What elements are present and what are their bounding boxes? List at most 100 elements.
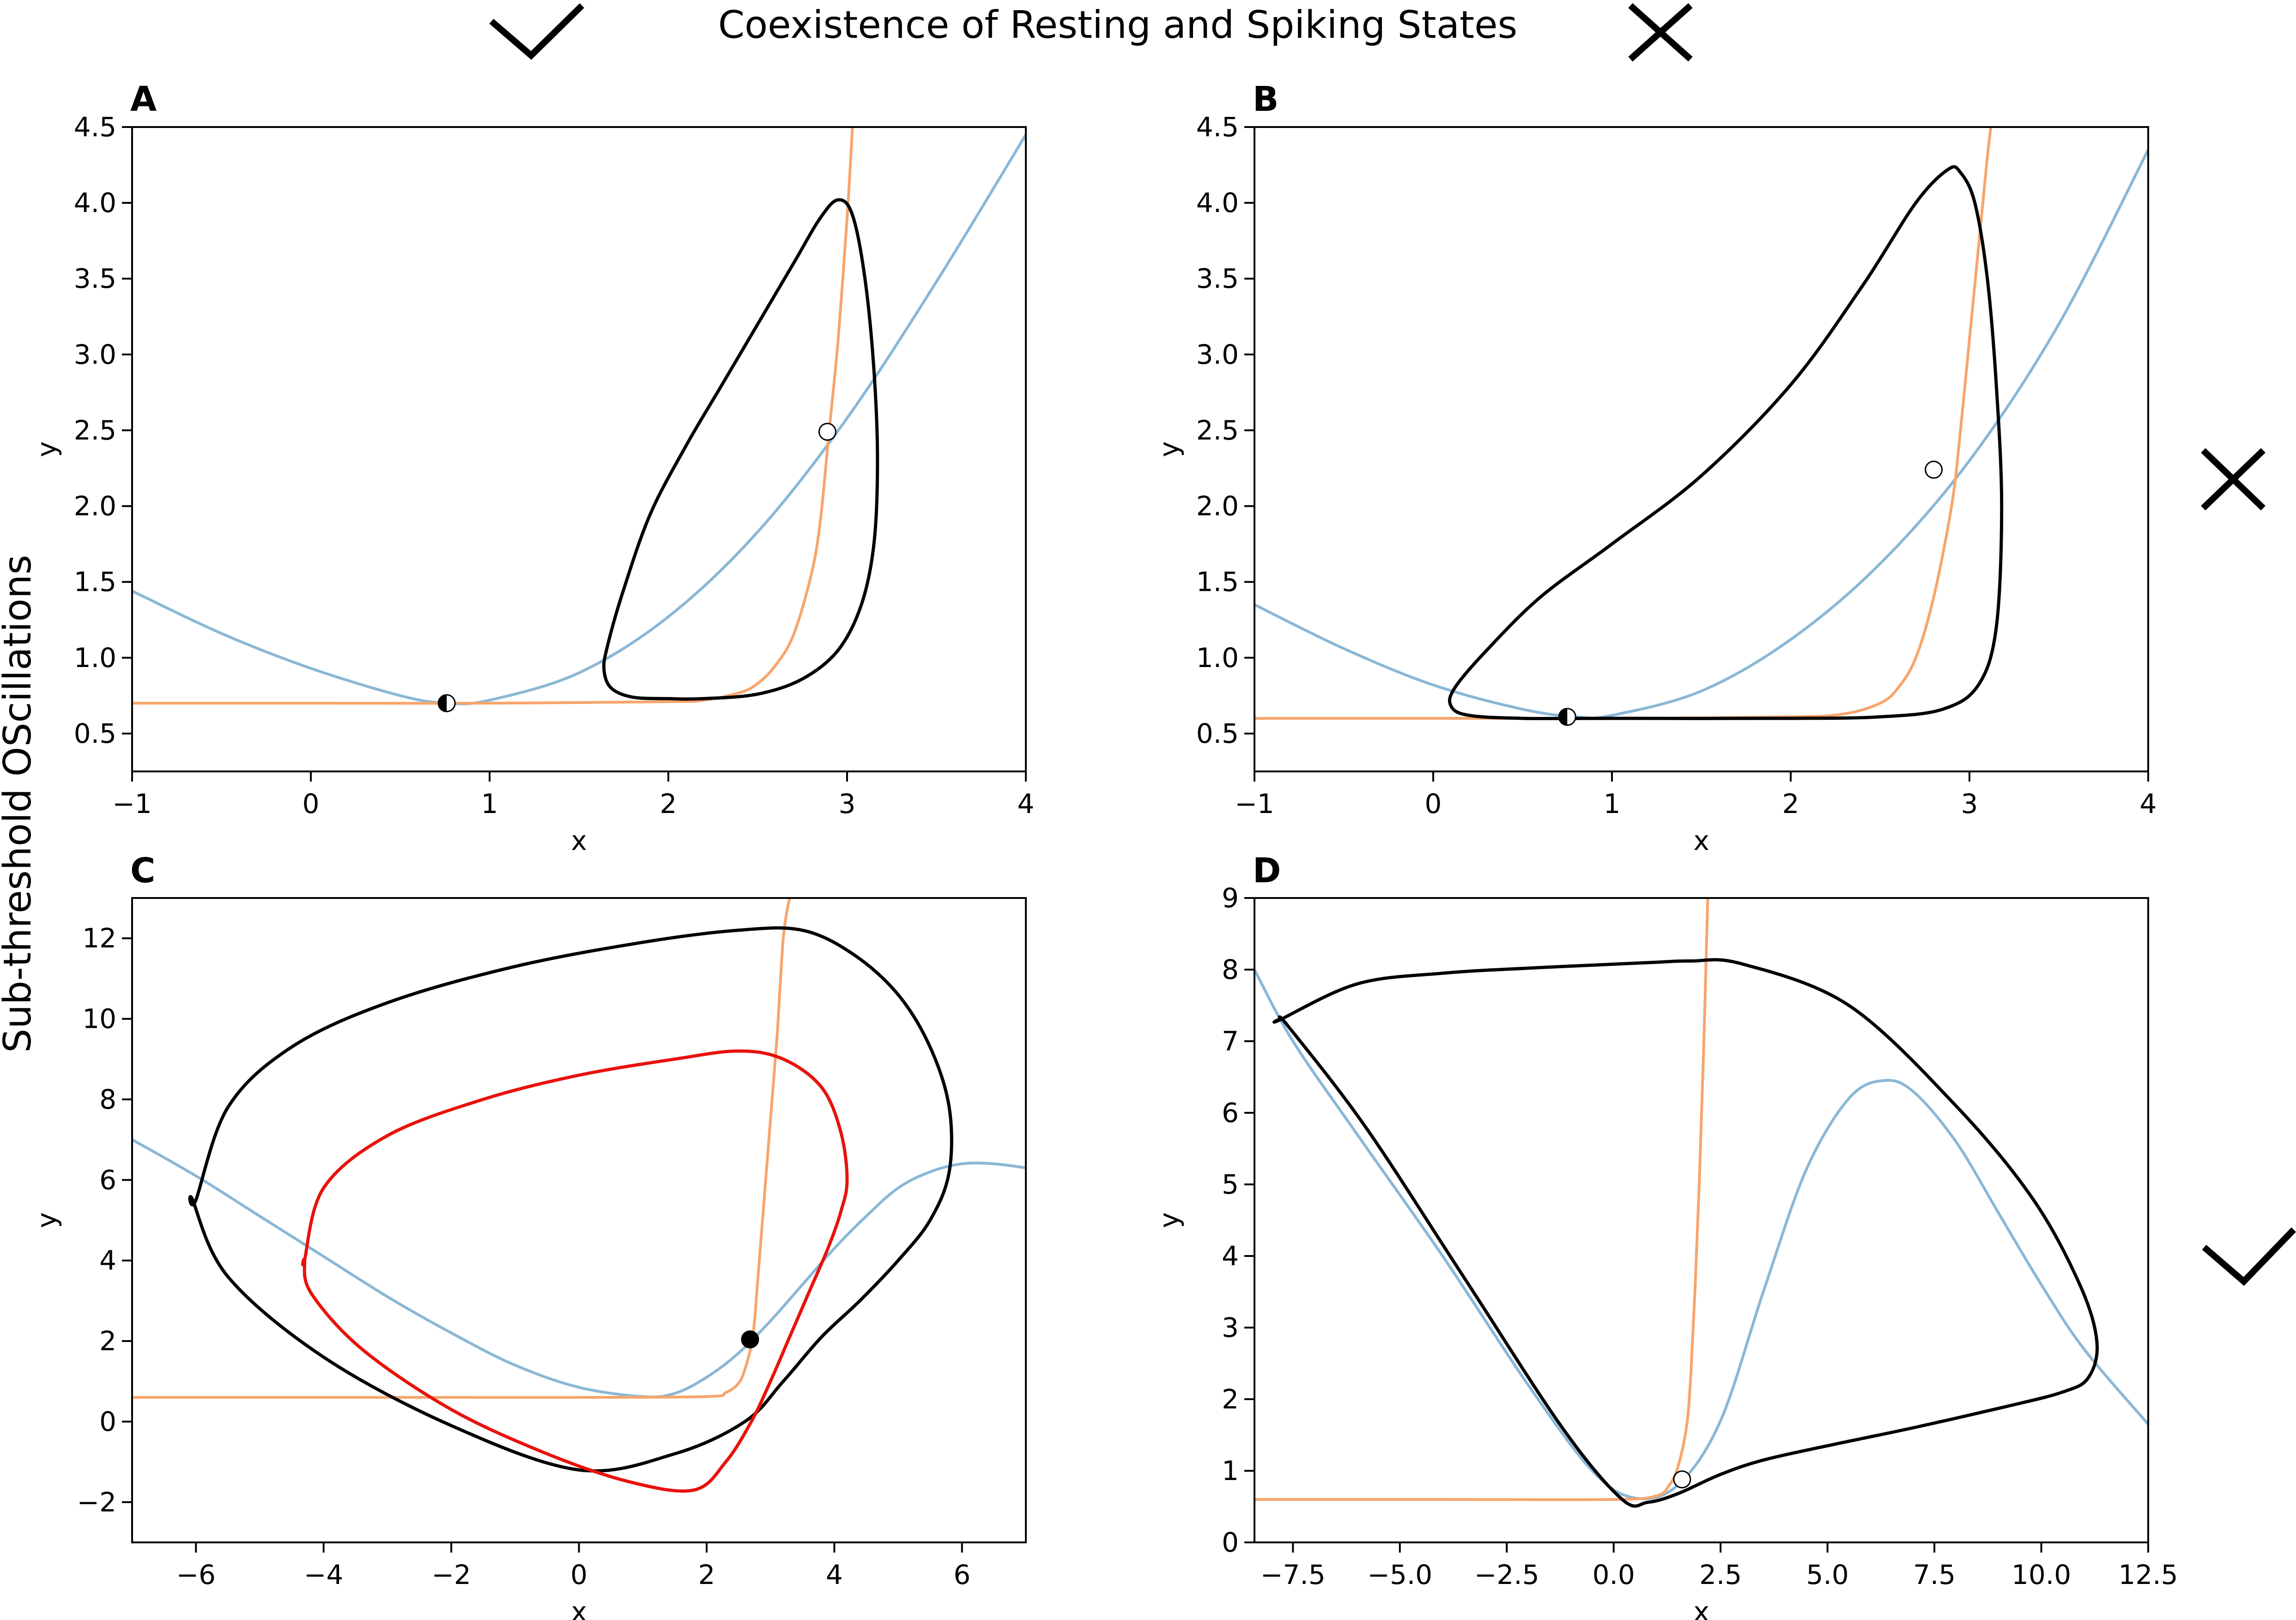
x-tick-label: 0 bbox=[303, 788, 320, 819]
equilibrium-point-B-1 bbox=[1925, 461, 1943, 479]
series-y-nullcline-A bbox=[132, 127, 854, 705]
x-tick-label: 4 bbox=[1018, 788, 1035, 819]
x-axis-label: x bbox=[571, 825, 587, 856]
y-tick-label: 4.5 bbox=[1196, 111, 1239, 143]
equilibrium-point-A-1 bbox=[818, 423, 836, 441]
y-tick-label: 3.0 bbox=[1196, 339, 1239, 370]
y-tick-label: −2 bbox=[77, 1487, 117, 1518]
y-tick-label: 7 bbox=[1222, 1025, 1239, 1057]
y-tick-label: 6 bbox=[1222, 1097, 1239, 1129]
series-x-nullcline-C bbox=[132, 1138, 1026, 1399]
panel-letter: A bbox=[130, 79, 157, 119]
panel-letter: C bbox=[130, 851, 155, 891]
y-tick-label: 4 bbox=[1222, 1240, 1239, 1272]
x-tick-label: −4 bbox=[304, 1559, 344, 1590]
panel-C: −6 −4 −2 0 2 4 6 −2 0 2 4 6 8 10 12 x y C bbox=[31, 851, 1027, 1620]
y-tick-label: 8 bbox=[1222, 954, 1239, 985]
x-tick-label: 10.0 bbox=[2011, 1559, 2071, 1590]
y-axis-label: y bbox=[1153, 441, 1185, 457]
panel-B: −1 0 1 2 3 4 0.5 1.0 1.5 2.0 2.5 3.0 3.5 4.0 4.5 x y B bbox=[1153, 79, 2157, 856]
x-tick-label: 0 bbox=[1425, 788, 1442, 819]
y-tick-label: 4 bbox=[99, 1245, 116, 1276]
row2-check-icon bbox=[2202, 1227, 2296, 1286]
y-tick-label: 0.5 bbox=[74, 718, 116, 749]
equilibrium-point-B-0 bbox=[1558, 708, 1576, 726]
y-tick-label: 3.5 bbox=[74, 263, 116, 294]
series-y-nullcline-D bbox=[1254, 898, 1709, 1501]
y-tick-label: 6 bbox=[99, 1164, 116, 1195]
series-y-nullcline-C bbox=[132, 898, 791, 1399]
x-axis-label: x bbox=[1693, 1596, 1709, 1620]
y-tick-label: 5 bbox=[1222, 1169, 1239, 1200]
y-tick-label: 0 bbox=[99, 1406, 116, 1437]
x-tick-label: −5.0 bbox=[1367, 1559, 1432, 1590]
row1-cross-icon bbox=[2201, 448, 2266, 511]
axes-frame-A bbox=[131, 126, 1027, 772]
axes-frame-D bbox=[1254, 897, 2149, 1543]
y-tick-label: 1.5 bbox=[74, 566, 116, 598]
y-tick-label: 10 bbox=[82, 1003, 116, 1035]
series-limit-cycle-outer-C bbox=[188, 926, 953, 1473]
y-tick-label: 9 bbox=[1222, 882, 1239, 914]
x-tick-label: 0.0 bbox=[1593, 1559, 1635, 1590]
x-tick-label: 2.5 bbox=[1699, 1559, 1742, 1590]
axes-frame-B bbox=[1254, 126, 2149, 772]
series-x-nullcline-D bbox=[1254, 969, 2148, 1500]
title-cross-icon bbox=[1628, 3, 1693, 62]
y-tick-label: 3.0 bbox=[74, 339, 116, 370]
title-check-icon bbox=[489, 3, 584, 60]
x-axis-label: x bbox=[1693, 825, 1709, 856]
y-tick-label: 1 bbox=[1222, 1455, 1239, 1487]
x-tick-label: 2 bbox=[698, 1559, 715, 1590]
plot-area-D bbox=[1254, 898, 2148, 1508]
series-limit-cycle-inner-C bbox=[301, 1049, 849, 1493]
x-tick-label: −1 bbox=[112, 788, 152, 819]
panel-D: −7.5 −5.0 −2.5 0.0 2.5 5.0 7.5 10.0 12.5 0 1 2 3 4 5 6 7… bbox=[1153, 851, 2178, 1620]
figure-title: Coexistence of Resting and Spiking State… bbox=[718, 3, 1518, 47]
y-tick-label: 0 bbox=[1222, 1527, 1239, 1558]
x-tick-label: −2.5 bbox=[1474, 1559, 1539, 1590]
y-tick-label: 2 bbox=[1222, 1383, 1239, 1415]
x-tick-label: 7.5 bbox=[1913, 1559, 1956, 1590]
y-tick-label: 2.0 bbox=[74, 491, 116, 522]
y-tick-label: 3 bbox=[1222, 1312, 1239, 1343]
y-tick-label: 2 bbox=[99, 1325, 116, 1357]
y-tick-label: 1.0 bbox=[74, 642, 116, 673]
y-tick-label: 2.5 bbox=[1196, 414, 1239, 446]
x-tick-label: 5.0 bbox=[1806, 1559, 1848, 1590]
y-tick-label: 2.5 bbox=[74, 414, 116, 446]
x-tick-label: 6 bbox=[953, 1559, 970, 1590]
panel-letter: D bbox=[1253, 851, 1281, 891]
series-limit-cycle-A bbox=[602, 198, 879, 701]
x-tick-label: 4 bbox=[2140, 788, 2157, 819]
plot-area-A bbox=[132, 127, 1026, 705]
y-tick-label: 3.5 bbox=[1196, 263, 1239, 294]
plot-area-C bbox=[132, 898, 1026, 1493]
y-axis-label: y bbox=[31, 1212, 62, 1228]
x-tick-label: 1 bbox=[1604, 788, 1621, 819]
equilibrium-point-C-0 bbox=[741, 1330, 759, 1349]
series-y-nullcline-B bbox=[1254, 127, 1993, 720]
y-axis-label: y bbox=[31, 441, 62, 457]
series-x-nullcline-B bbox=[1254, 149, 2148, 720]
x-tick-label: 12.5 bbox=[2118, 1559, 2178, 1590]
y-tick-label: 12 bbox=[82, 922, 116, 954]
x-tick-label: −7.5 bbox=[1260, 1559, 1326, 1590]
series-x-nullcline-A bbox=[132, 133, 1026, 705]
y-axis-label: y bbox=[1153, 1212, 1185, 1228]
panel-A: −1 0 1 2 3 4 0.5 1.0 1.5 2.0 2.5 3.0 3.5 4.0 4.5 x y A bbox=[31, 79, 1034, 856]
x-tick-label: −1 bbox=[1235, 788, 1274, 819]
series-limit-cycle-D bbox=[1272, 958, 2099, 1508]
equilibrium-point-D-0 bbox=[1673, 1470, 1691, 1489]
y-tick-label: 4.5 bbox=[74, 111, 116, 143]
x-tick-label: 4 bbox=[826, 1559, 843, 1590]
x-tick-label: 3 bbox=[1961, 788, 1978, 819]
x-tick-label: 2 bbox=[660, 788, 677, 819]
equilibrium-point-A-0 bbox=[437, 694, 456, 712]
y-tick-label: 2.0 bbox=[1196, 491, 1239, 522]
y-tick-label: 8 bbox=[99, 1084, 116, 1115]
x-tick-label: 1 bbox=[481, 788, 498, 819]
panel-letter: B bbox=[1253, 79, 1278, 119]
